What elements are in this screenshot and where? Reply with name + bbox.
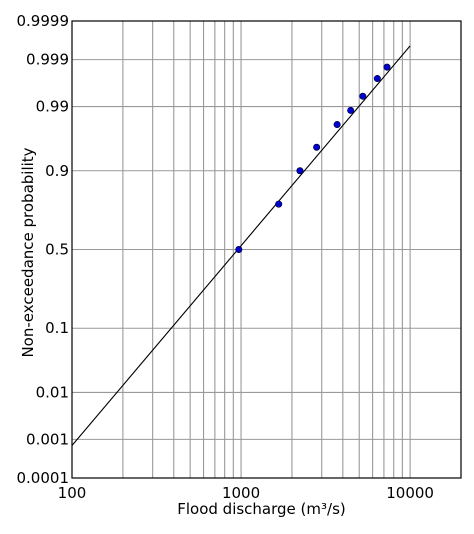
data-points [235, 63, 391, 254]
data-point [296, 167, 304, 175]
y-tick-label: 0.9 [45, 162, 69, 180]
plot-frame [71, 20, 462, 479]
y-tick-label: 0.999 [26, 51, 69, 69]
y-tick-label: 0.1 [45, 319, 69, 337]
x-axis-title: Flood discharge (m³/s) [177, 500, 346, 518]
x-tick-labels: 100 1000 10000 [58, 484, 434, 502]
x-tick-label: 10000 [386, 484, 434, 502]
y-tick-label: 0.9999 [17, 12, 70, 30]
data-point [383, 63, 391, 71]
fit-line [71, 45, 411, 446]
data-point [333, 121, 341, 129]
data-point [359, 92, 367, 100]
data-point [347, 106, 355, 114]
grid-lines [72, 21, 461, 478]
data-point [235, 246, 243, 254]
y-tick-labels: 0.0001 0.001 0.01 0.1 0.5 0.9 0.99 0.999 0.9999 [17, 12, 70, 487]
data-point [275, 200, 283, 208]
data-point [373, 75, 381, 83]
y-tick-label: 0.001 [26, 430, 69, 448]
y-axis-title: Non-exceedance probability [19, 147, 37, 357]
y-tick-label: 0.01 [36, 383, 69, 401]
y-tick-label: 0.99 [36, 98, 69, 116]
data-point [313, 143, 321, 151]
y-tick-label: 0.0001 [17, 469, 70, 487]
y-tick-label: 0.5 [45, 241, 69, 259]
x-tick-label: 1000 [222, 484, 260, 502]
x-tick-label: 100 [58, 484, 87, 502]
